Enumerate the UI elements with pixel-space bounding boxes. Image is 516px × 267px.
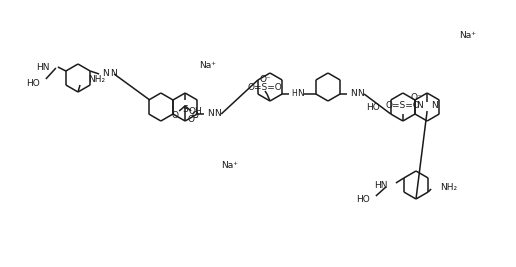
Text: Na⁺: Na⁺ xyxy=(221,160,238,170)
Text: HO: HO xyxy=(366,104,380,112)
Text: N: N xyxy=(416,100,423,109)
Text: O⁻: O⁻ xyxy=(259,74,271,84)
Text: HN: HN xyxy=(375,182,388,190)
Text: HN: HN xyxy=(36,62,50,72)
Text: O: O xyxy=(172,111,179,120)
Text: N: N xyxy=(431,100,438,109)
Text: HO: HO xyxy=(356,195,370,205)
Text: N: N xyxy=(102,69,109,78)
Text: Na⁺: Na⁺ xyxy=(200,61,217,69)
Text: O=S=O: O=S=O xyxy=(385,101,420,111)
Text: O=S=O: O=S=O xyxy=(248,83,282,92)
Text: S: S xyxy=(182,105,188,115)
Text: N: N xyxy=(110,69,117,78)
Text: H: H xyxy=(291,89,297,99)
Text: O: O xyxy=(191,111,199,120)
Text: HO: HO xyxy=(26,78,40,88)
Text: N: N xyxy=(297,89,304,99)
Text: N: N xyxy=(357,89,364,99)
Text: NH₂: NH₂ xyxy=(440,183,457,191)
Text: N: N xyxy=(207,109,214,119)
Text: O⁻: O⁻ xyxy=(411,93,423,103)
Text: N: N xyxy=(350,89,357,99)
Text: NH₂: NH₂ xyxy=(88,75,105,84)
Text: O⁻: O⁻ xyxy=(187,115,199,124)
Text: N: N xyxy=(214,109,221,119)
Text: Na⁺: Na⁺ xyxy=(460,30,476,40)
Text: OH: OH xyxy=(188,107,202,116)
